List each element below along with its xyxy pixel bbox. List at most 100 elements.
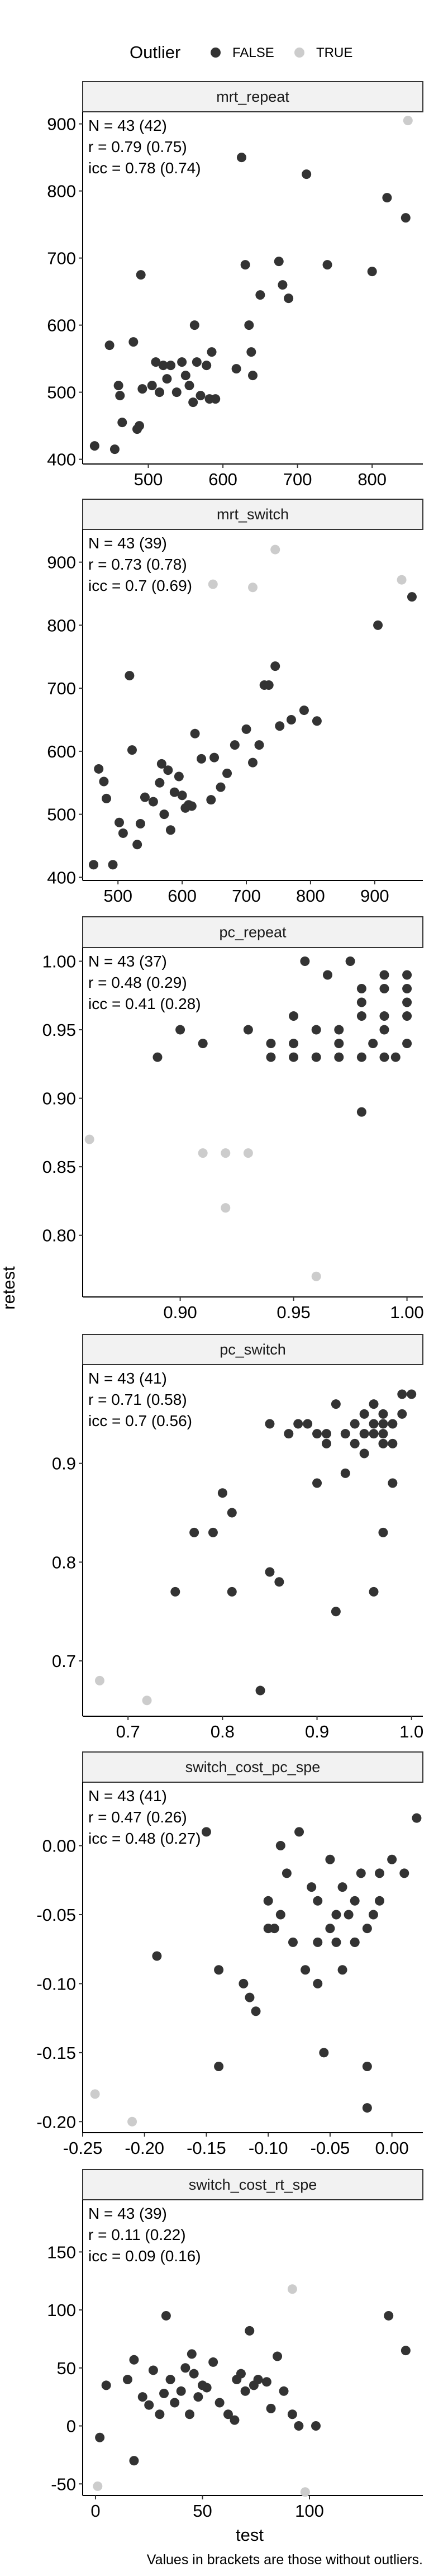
data-point: [331, 1910, 341, 1920]
legend-title: Outlier: [130, 42, 180, 62]
data-point: [114, 817, 124, 827]
data-point: [402, 997, 412, 1007]
data-point: [334, 1025, 344, 1035]
data-point: [189, 2369, 199, 2379]
data-point: [128, 337, 139, 347]
facet-strip: [82, 1751, 423, 1783]
data-point: [313, 1896, 323, 1906]
data-point-outlier: [311, 1271, 321, 1281]
data-point: [227, 1587, 237, 1597]
data-point: [117, 418, 127, 428]
data-point: [244, 320, 254, 330]
data-point: [263, 1924, 273, 1934]
data-point: [387, 1854, 397, 1864]
data-point: [289, 1052, 299, 1062]
data-point: [201, 1827, 211, 1837]
stats-line: N = 43 (37): [88, 953, 167, 970]
data-point-outlier: [243, 1148, 253, 1158]
data-point: [202, 2383, 212, 2393]
data-point: [278, 280, 288, 290]
legend-label-false: FALSE: [232, 45, 274, 60]
facet-panel: pc_switch 0.7 0.8 0.9 0.7 0.8 0.9 1.0 N = 43 (41…: [52, 1334, 423, 1741]
data-point: [159, 2388, 169, 2398]
data-point: [127, 745, 137, 755]
data-point: [89, 441, 99, 451]
x-tick-label: 600: [208, 470, 237, 489]
data-point-outlier: [221, 1148, 231, 1158]
facet-title: switch_cost_rt_spe: [189, 2176, 317, 2193]
data-point: [288, 1937, 298, 1947]
data-point: [379, 1052, 389, 1062]
facet-strip: [82, 2169, 423, 2200]
data-point: [155, 387, 165, 397]
stats-line: icc = 0.48 (0.27): [88, 1830, 201, 1847]
data-point: [334, 1052, 344, 1062]
data-point-outlier: [127, 2116, 137, 2127]
data-point: [379, 970, 389, 980]
data-point: [137, 2392, 147, 2402]
facet-panel: switch_cost_rt_spe -50 0 50 100 150 0 50 100 N = …: [47, 2169, 423, 2521]
data-point: [345, 956, 355, 967]
x-tick-label: -0.25: [63, 2138, 103, 2158]
data-point: [187, 2349, 197, 2359]
data-point: [322, 260, 332, 270]
data-point: [289, 1039, 299, 1049]
y-tick-label: -50: [51, 2474, 76, 2494]
data-point: [412, 1813, 422, 1823]
data-point: [175, 1025, 185, 1035]
data-point: [379, 1025, 389, 1035]
y-tick-label: 0.85: [42, 1157, 76, 1177]
data-point: [129, 2456, 139, 2466]
stats-line: icc = 0.78 (0.74): [88, 159, 201, 177]
data-point: [223, 2409, 233, 2419]
x-tick-label: 600: [168, 886, 197, 906]
data-point-outlier: [248, 583, 258, 593]
stats-line: r = 0.48 (0.29): [88, 974, 187, 991]
data-point: [230, 2415, 240, 2425]
data-point: [202, 361, 212, 371]
data-point: [174, 771, 184, 782]
data-point-outlier: [270, 544, 280, 555]
x-tick-label: 0.90: [163, 1303, 197, 1322]
data-point: [206, 795, 216, 805]
y-tick-label: 0.80: [42, 1226, 76, 1246]
data-point: [382, 193, 392, 203]
data-point: [334, 1039, 344, 1049]
data-point: [265, 1567, 275, 1577]
stats-line: r = 0.71 (0.58): [88, 1391, 187, 1408]
data-point: [101, 2380, 111, 2390]
facet-title: mrt_switch: [217, 506, 289, 523]
stats-line: N = 43 (39): [88, 2205, 167, 2222]
data-point: [266, 1039, 276, 1049]
y-tick-label: 50: [57, 2359, 76, 2378]
x-tick-label: 0.7: [116, 1722, 140, 1741]
data-point: [401, 213, 411, 223]
data-point: [152, 1052, 163, 1062]
data-point: [115, 391, 125, 401]
x-tick-label: -0.10: [249, 2138, 288, 2158]
data-point: [321, 1429, 331, 1439]
y-axis-title: retest: [0, 1266, 18, 1310]
data-point: [362, 1924, 372, 1934]
data-point: [402, 1011, 412, 1021]
facet-panel: pc_repeat 0.80 0.85 0.90 0.95 1.00 0.90 0.95 1.0…: [42, 916, 424, 1322]
data-point: [307, 1882, 317, 1892]
data-point: [293, 1419, 303, 1429]
data-point: [325, 1924, 335, 1934]
x-tick-label: 0.8: [211, 1722, 235, 1741]
data-point: [89, 860, 99, 870]
data-point: [207, 347, 217, 357]
data-point: [165, 825, 175, 835]
data-point: [148, 797, 158, 807]
x-tick-label: 0.00: [375, 2138, 408, 2158]
data-point: [325, 1854, 335, 1864]
data-point: [350, 1937, 360, 1947]
data-point: [388, 1419, 398, 1429]
data-point: [379, 984, 389, 994]
facet-title: switch_cost_pc_spe: [185, 1759, 321, 1775]
stats-line: r = 0.47 (0.26): [88, 1808, 187, 1826]
data-point: [151, 357, 161, 367]
data-point: [187, 801, 197, 811]
data-point: [184, 381, 194, 391]
legend-swatch-false: [211, 48, 221, 58]
